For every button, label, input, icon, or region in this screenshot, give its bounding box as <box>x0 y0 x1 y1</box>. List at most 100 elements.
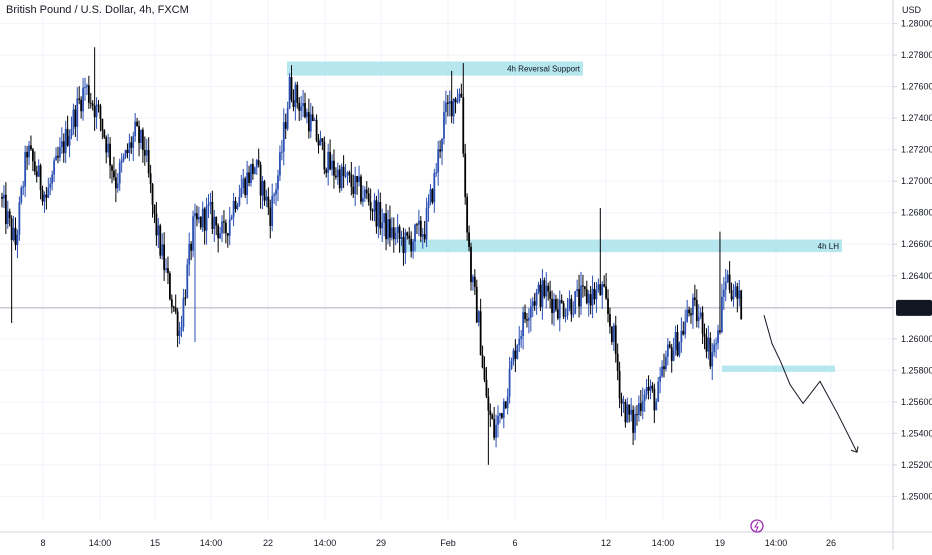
candle-body[interactable] <box>101 118 104 131</box>
candle-body[interactable] <box>76 98 79 127</box>
candle-body[interactable] <box>192 216 194 251</box>
candle-body[interactable] <box>425 208 428 240</box>
candle-body[interactable] <box>493 418 496 438</box>
candle-body[interactable] <box>43 194 46 202</box>
candle-body[interactable] <box>51 174 54 184</box>
candle-body[interactable] <box>248 172 250 183</box>
candle-body[interactable] <box>323 141 326 170</box>
candle-body[interactable] <box>400 237 403 239</box>
candle-body[interactable] <box>375 200 378 227</box>
candle-body[interactable] <box>22 186 25 188</box>
candle-body[interactable] <box>255 160 258 168</box>
candle-body[interactable] <box>499 413 501 416</box>
candle-body[interactable] <box>441 138 443 152</box>
currency-label[interactable]: USD <box>902 5 922 15</box>
candle-body[interactable] <box>576 288 579 292</box>
candle-body[interactable] <box>114 177 117 189</box>
candle-body[interactable] <box>244 178 247 196</box>
candle-body[interactable] <box>132 136 135 148</box>
candle-body[interactable] <box>226 233 229 236</box>
candle-body[interactable] <box>170 299 173 307</box>
candle-body[interactable] <box>72 109 75 129</box>
candle-body[interactable] <box>188 243 191 265</box>
candle-body[interactable] <box>363 189 366 199</box>
candle-body[interactable] <box>539 284 542 307</box>
candle-body[interactable] <box>126 150 129 154</box>
candle-body[interactable] <box>491 415 494 419</box>
candle-body[interactable] <box>396 226 399 233</box>
candle-body[interactable] <box>342 166 345 177</box>
candle-body[interactable] <box>271 196 274 226</box>
candle-body[interactable] <box>601 284 604 296</box>
candle-body[interactable] <box>423 234 426 240</box>
candle-body[interactable] <box>199 216 202 228</box>
candle-body[interactable] <box>161 244 164 256</box>
candle-body[interactable] <box>82 87 84 112</box>
candle-body[interactable] <box>354 176 357 194</box>
candle-body[interactable] <box>263 181 266 201</box>
candle-body[interactable] <box>628 404 631 415</box>
candle-body[interactable] <box>80 99 83 112</box>
candle-body[interactable] <box>720 296 723 333</box>
candle-body[interactable] <box>321 138 324 142</box>
candle-body[interactable] <box>313 119 316 121</box>
candle-body[interactable] <box>389 219 391 238</box>
candle-body[interactable] <box>416 224 418 226</box>
candle-body[interactable] <box>506 396 509 409</box>
candle-body[interactable] <box>86 85 88 87</box>
candle-body[interactable] <box>690 313 692 316</box>
candle-body[interactable] <box>543 280 546 297</box>
candle-body[interactable] <box>145 150 148 156</box>
candle-body[interactable] <box>624 401 627 423</box>
candle-body[interactable] <box>705 336 708 352</box>
candle-body[interactable] <box>603 284 606 287</box>
candle-body[interactable] <box>116 183 119 189</box>
lightning-event-icon[interactable] <box>750 519 764 533</box>
candle-body[interactable] <box>722 289 725 297</box>
candle-body[interactable] <box>427 201 430 208</box>
candle-body[interactable] <box>632 409 635 433</box>
candle-body[interactable] <box>261 181 264 196</box>
candle-body[interactable] <box>452 98 455 117</box>
candle-body[interactable] <box>325 169 328 173</box>
candle-body[interactable] <box>138 126 140 143</box>
candle-body[interactable] <box>605 286 607 299</box>
candle-body[interactable] <box>634 414 636 433</box>
candle-body[interactable] <box>329 151 331 170</box>
candle-body[interactable] <box>448 101 451 104</box>
candle-body[interactable] <box>462 97 465 154</box>
candle-body[interactable] <box>740 290 743 319</box>
candle-body[interactable] <box>120 160 123 163</box>
candle-body[interactable] <box>450 101 453 117</box>
candle-body[interactable] <box>74 109 77 127</box>
candle-body[interactable] <box>551 298 553 313</box>
candle-body[interactable] <box>686 309 689 322</box>
candle-body[interactable] <box>726 274 729 282</box>
candle-body[interactable] <box>59 147 61 158</box>
candle-body[interactable] <box>373 200 376 212</box>
candle-body[interactable] <box>292 99 295 107</box>
candle-body[interactable] <box>367 193 370 202</box>
candle-body[interactable] <box>585 289 588 304</box>
candle-body[interactable] <box>728 274 731 290</box>
candle-body[interactable] <box>470 246 472 283</box>
candle-body[interactable] <box>587 294 590 304</box>
candle-body[interactable] <box>348 172 351 175</box>
candle-body[interactable] <box>404 232 407 254</box>
candle-body[interactable] <box>352 186 355 194</box>
candle-body[interactable] <box>582 285 584 287</box>
candle-body[interactable] <box>70 128 73 136</box>
candle-body[interactable] <box>570 298 573 315</box>
candle-body[interactable] <box>508 368 511 397</box>
candle-body[interactable] <box>174 307 177 312</box>
candle-body[interactable] <box>84 86 86 88</box>
candle-body[interactable] <box>217 225 220 239</box>
candle-body[interactable] <box>502 401 505 418</box>
candle-body[interactable] <box>535 291 538 306</box>
candle-body[interactable] <box>589 294 592 306</box>
candle-body[interactable] <box>49 183 52 188</box>
candle-body[interactable] <box>410 238 413 252</box>
candle-body[interactable] <box>616 353 619 371</box>
